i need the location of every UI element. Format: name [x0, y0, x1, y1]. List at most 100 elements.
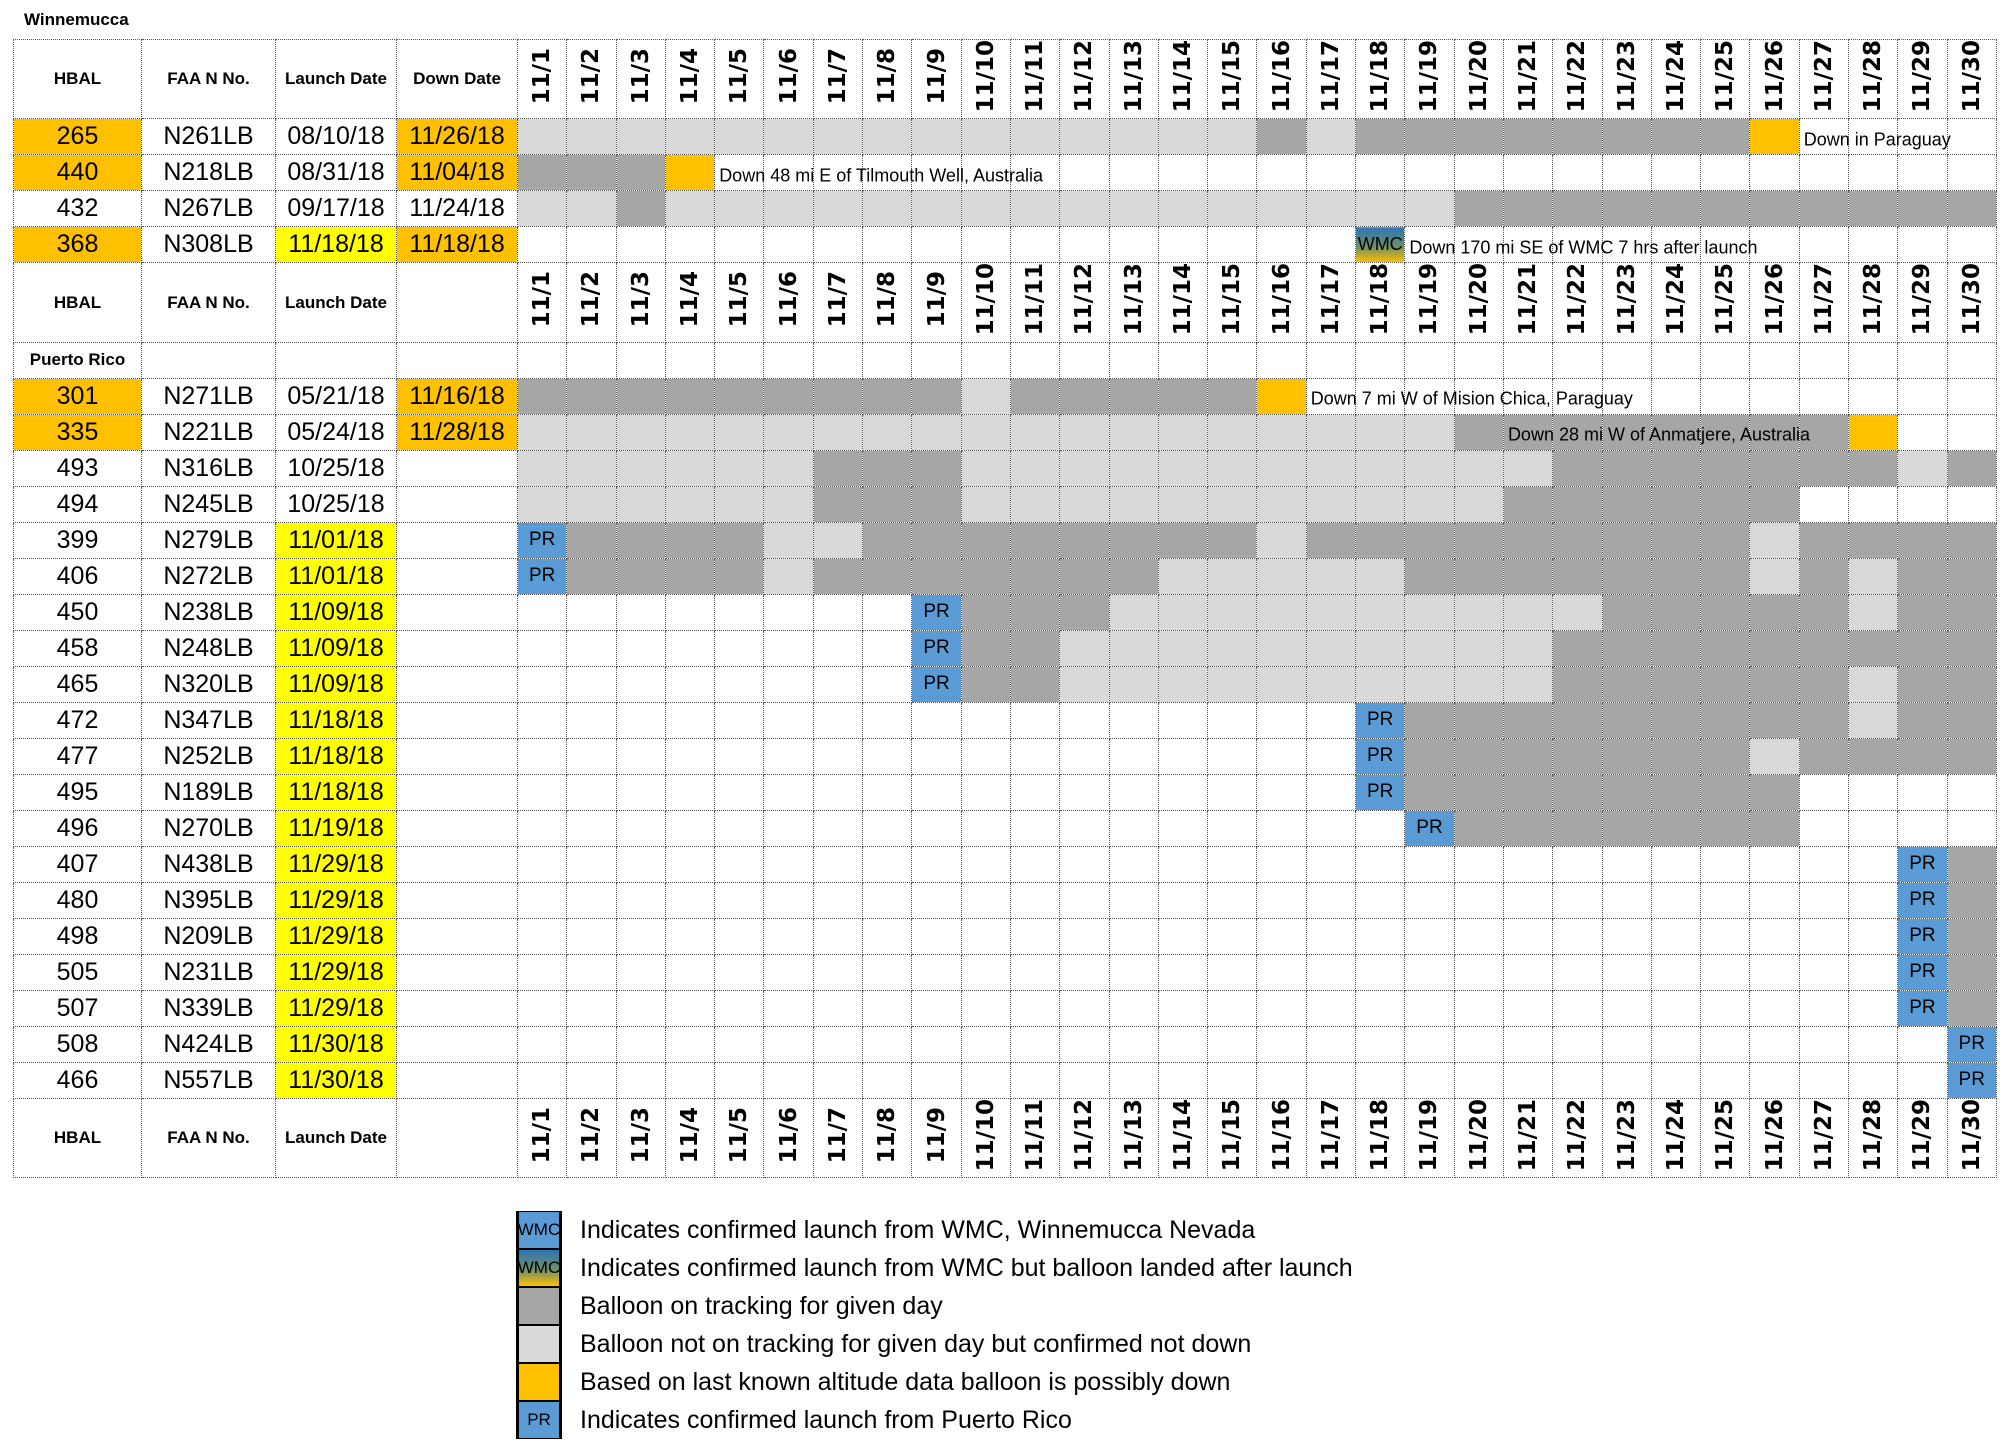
day-cell-empty [960, 845, 1011, 883]
day-cell-empty [911, 773, 962, 811]
day-cell-not-tracking [1453, 593, 1504, 631]
day-cell-tracking [1897, 521, 1948, 559]
day-cell-tracking [1650, 521, 1702, 559]
header-hbal: HBAL [13, 38, 142, 120]
day-cell-pr-launch: PR [516, 557, 568, 595]
day-cell-empty [664, 881, 716, 919]
day-cell-empty [1946, 809, 1997, 847]
header-day-text: 11/15 [1219, 1098, 1246, 1172]
day-cell-empty [960, 989, 1011, 1027]
header-day-text: 11/17 [1317, 1098, 1344, 1172]
day-cell-empty [812, 701, 864, 739]
day-cell-tracking [1404, 521, 1455, 559]
day-cell-not-tracking [960, 485, 1011, 523]
launch-date-cell-text: 11/09/18 [288, 597, 384, 626]
empty-cell [1256, 341, 1307, 379]
day-cell-empty [1502, 917, 1554, 955]
header-day: 11/14 [1157, 38, 1209, 120]
header-day-text: 11/29 [1909, 1098, 1936, 1172]
day-cell-empty [1009, 773, 1061, 811]
day-cell-tracking [516, 154, 568, 192]
day-cell-not-tracking [714, 449, 765, 487]
day-cell-empty [566, 226, 617, 264]
day-cell-not-tracking [862, 413, 913, 451]
day-cell-tracking [812, 449, 864, 487]
day-cell-tracking [1552, 557, 1603, 595]
header-day-text: 11/26 [1761, 263, 1788, 336]
day-cell-wmc-launch-down: WMC [1355, 226, 1406, 264]
day-cell-tracking [664, 557, 716, 595]
day-cell-not-tracking [862, 118, 913, 156]
day-cell-empty [664, 953, 716, 991]
day-cell-tracking [1650, 773, 1702, 811]
day-cell-tracking [1552, 665, 1603, 703]
launch-date-cell: 11/29/18 [275, 845, 397, 883]
day-cell-empty [664, 989, 716, 1027]
header-day-text: 11/5 [726, 1106, 753, 1164]
day-cell-not-tracking [1305, 593, 1357, 631]
legend-text: Indicates confirmed launch from WMC but … [580, 1253, 1353, 1282]
day-cell-tracking [1749, 665, 1800, 703]
header-day-text: 11/12 [1071, 40, 1098, 113]
header-day-text: 11/19 [1416, 263, 1443, 336]
launch-date-cell-text: 11/01/18 [288, 561, 384, 590]
day-cell-tracking [1601, 413, 1652, 451]
day-cell-empty [1207, 1025, 1258, 1063]
day-cell-empty [566, 629, 617, 667]
day-cell-empty [1108, 989, 1159, 1027]
table-row: 440 N218LB 08/31/18 11/04/18 Down 48 mi E of… [13, 154, 1997, 192]
day-cell-empty [1305, 953, 1357, 991]
day-cell-tracking [1749, 809, 1800, 847]
day-cell-empty [812, 665, 864, 703]
empty-cell [566, 341, 617, 379]
table-row: 432 N267LB 09/17/18 11/24/18 [13, 190, 1997, 228]
day-cell-empty [1897, 1061, 1948, 1099]
table-row: 465 N320LB 11/09/18 PR [13, 665, 1997, 703]
day-cell-not-tracking [1404, 449, 1455, 487]
header-row: HBAL FAA N No. Launch Date Down Date 11/1 11/… [13, 38, 1997, 120]
hbal-cell-text: 505 [56, 957, 99, 986]
header-day-text: 11/26 [1761, 40, 1788, 113]
day-cell-pr-launch: PR [1897, 917, 1948, 955]
header-hbal: HBAL [13, 262, 142, 343]
day-cell-pr-launch-text: PR [923, 673, 950, 695]
day-cell-empty [812, 809, 864, 847]
day-cell-empty [1108, 809, 1159, 847]
day-cell-tracking [1157, 377, 1209, 415]
header-day: 11/27 [1798, 1097, 1850, 1179]
faa-cell-text: N245LB [163, 489, 254, 518]
day-cell-empty [960, 154, 1011, 192]
day-cell-tracking [1650, 665, 1702, 703]
launch-date-cell: 11/29/18 [275, 881, 397, 919]
down-date-cell-text: 11/24/18 [409, 194, 505, 223]
day-cell-not-tracking [1207, 413, 1258, 451]
day-cell-pr-launch: PR [1897, 953, 1948, 991]
day-cell-tracking [1601, 737, 1652, 775]
day-cell-tracking [1946, 557, 1997, 595]
header-day: 11/16 [1256, 38, 1307, 120]
day-cell-empty [1552, 1061, 1603, 1099]
day-cell-empty [763, 809, 814, 847]
day-cell-empty [664, 701, 716, 739]
day-cell-tracking [911, 521, 962, 559]
faa-cell: N347LB [141, 701, 276, 739]
day-cell-empty [812, 773, 864, 811]
day-cell-tracking [1946, 917, 1997, 955]
day-cell-pr-launch-text: PR [1366, 781, 1394, 803]
day-cell-not-tracking [1848, 593, 1899, 631]
header-day: 11/13 [1108, 262, 1159, 343]
header-day: 11/20 [1453, 262, 1504, 343]
header-day-text: 11/24 [1662, 1098, 1689, 1172]
day-cell-not-tracking [911, 190, 962, 228]
day-cell-empty [1059, 881, 1110, 919]
day-cell-tracking [1453, 190, 1504, 228]
day-cell-tracking [1453, 557, 1504, 595]
header-day-text: 11/6 [775, 1106, 802, 1164]
day-cell-tracking [615, 521, 666, 559]
day-cell-empty [615, 665, 666, 703]
day-cell-empty [1552, 881, 1603, 919]
header-day: 11/5 [714, 38, 765, 120]
down-date-cell [396, 521, 518, 559]
day-cell-not-tracking [812, 190, 864, 228]
day-cell-pr-launch-text: PR [1366, 709, 1394, 731]
